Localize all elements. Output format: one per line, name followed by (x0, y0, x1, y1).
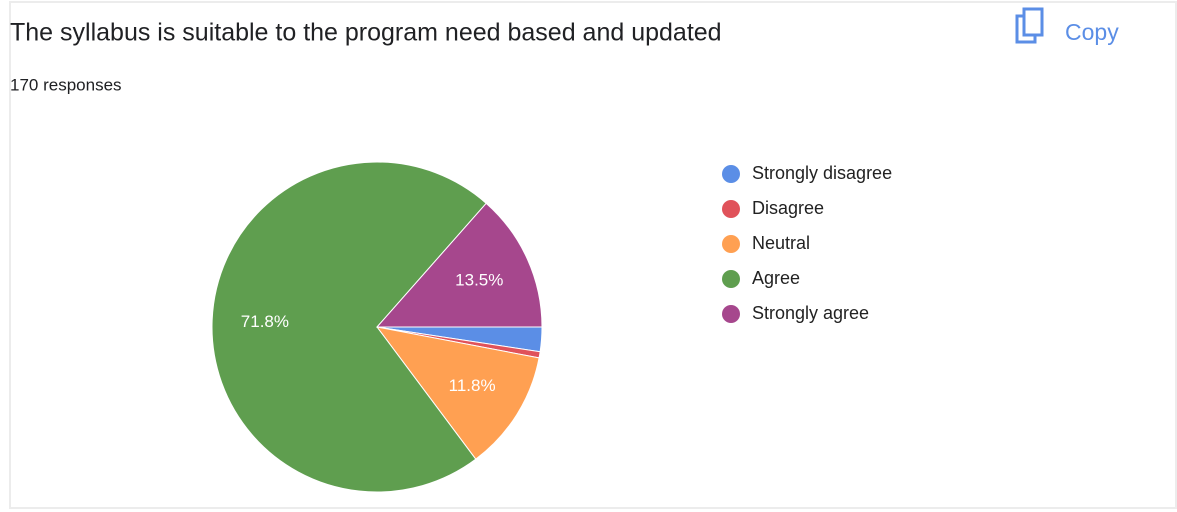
pie-slice (375, 202, 543, 328)
legend-swatch (722, 270, 740, 288)
chart-title: The syllabus is suitable to the program … (10, 19, 722, 47)
legend-label: Agree (752, 268, 800, 288)
copy-label: Copy (1065, 19, 1119, 45)
legend-swatch (722, 305, 740, 323)
legend-swatch (722, 235, 740, 253)
pie-slice (211, 161, 487, 493)
legend-label: Disagree (752, 198, 824, 218)
copy-icon-front (1022, 7, 1044, 37)
slice-label: 71.8% (241, 312, 289, 331)
card-frame (9, 1, 1177, 509)
copy-button[interactable]: Copy (1015, 7, 1119, 45)
legend-label: Strongly agree (752, 303, 869, 323)
legend-swatch (722, 200, 740, 218)
legend-label: Neutral (752, 233, 810, 253)
pie-slice (375, 326, 540, 460)
slice-label: 11.8% (449, 376, 496, 395)
response-count: 170 responses (10, 75, 122, 94)
legend-label: Strongly disagree (752, 163, 892, 183)
legend-swatch (722, 165, 740, 183)
slice-label: 13.5% (455, 270, 503, 289)
